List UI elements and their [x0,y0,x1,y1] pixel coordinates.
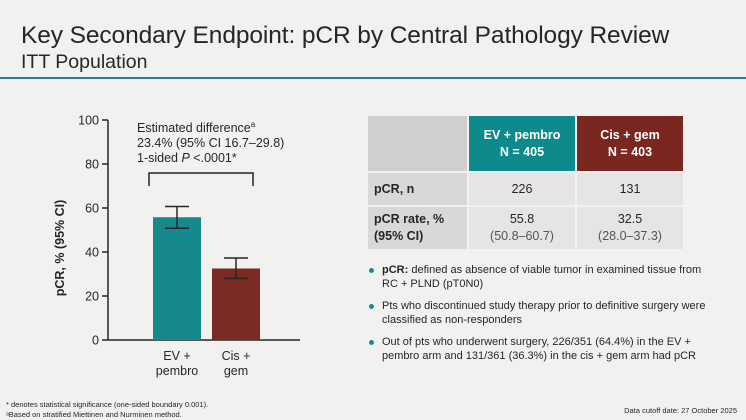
row-label-pcr-rate: pCR rate, % (95% CI) [366,205,469,251]
list-item: Out of pts who underwent surgery, 226/35… [367,335,707,363]
y-axis-label: pCR, % (95% CI) [53,200,67,297]
bar-0 [153,217,201,340]
bar-1 [212,268,260,340]
note-3-text: Out of pts who underwent surgery, 226/35… [382,336,696,362]
ev-rate-ci: (50.8–60.7) [490,229,554,243]
annotation-line-3: 1-sided P <.0001* [137,151,237,165]
note-1-bold: pCR: [382,264,409,276]
cis-rate-ci: (28.0–37.3) [598,229,662,243]
header-ev-n: N = 405 [499,144,545,159]
annotation-line-2: 23.4% (95% CI 16.7–29.8) [137,136,284,150]
cell-cis-pcr-rate: 32.5 (28.0–37.3) [575,205,685,251]
table-header-cis-gem: Cis + gem N = 403 [575,114,685,173]
x-label-0-line1: EV + [163,349,190,363]
comparison-bracket [148,172,254,186]
header-cis-name: Cis + gem [600,127,660,142]
bullet-dot-icon [369,267,374,273]
list-item: Pts who discontinued study therapy prior… [367,299,707,327]
y-tick-label-80: 80 [85,158,99,172]
footnote-method: ᵃBased on stratified Miettinen and Nurmi… [6,410,182,419]
annotation-line-1: Estimated differencea [137,120,256,135]
table-header-ev-pembro: EV + pembro N = 405 [467,114,577,173]
table-corner-cell [366,114,469,173]
header-cis-n: N = 403 [607,144,653,159]
pcr-bar-chart: 0 20 40 60 80 100 EV +pembro Cis +gem Estimate… [53,114,300,378]
cell-cis-pcr-n: 131 [575,171,685,207]
row-label-pcr-n: pCR, n [366,171,469,207]
cis-rate-value: 32.5 [617,212,643,226]
bullet-dot-icon [369,339,374,345]
x-label-1-line1: Cis + [222,349,251,363]
list-item: pCR: defined as absence of viable tumor … [367,263,707,291]
pcr-results-table: EV + pembro N = 405 Cis + gem N = 403 pC… [366,114,685,251]
notes-list: pCR: defined as absence of viable tumor … [367,263,707,371]
y-tick-label-40: 40 [85,246,99,260]
bullet-dot-icon [369,303,374,309]
footnote-significance: * denotes statistical significance (one-… [6,400,209,409]
x-label-0-line2: pembro [156,364,198,378]
slide-title: Key Secondary Endpoint: pCR by Central P… [21,22,670,49]
y-tick-label-20: 20 [85,290,99,304]
table-row: pCR, n 226 131 [366,171,685,207]
cell-ev-pcr-rate: 55.8 (50.8–60.7) [467,205,577,251]
note-2-text: Pts who discontinued study therapy prior… [382,300,706,326]
ev-rate-value: 55.8 [509,212,535,226]
header-ev-name: EV + pembro [483,127,561,142]
data-cutoff-date: Data cutoff date: 27 October 2025 [624,406,737,415]
title-divider [0,77,746,79]
row-label-pcr-rate-l2: (95% CI) [374,229,424,243]
note-1-text: defined as absence of viable tumor in ex… [382,264,702,290]
row-label-pcr-rate-l1: pCR rate, % [374,212,445,226]
x-label-1-line2: gem [224,364,248,378]
y-tick-label-60: 60 [85,202,99,216]
y-tick-label-100: 100 [78,114,99,128]
slide-subtitle: ITT Population [21,51,148,73]
table-row: pCR rate, % (95% CI) 55.8 (50.8–60.7) 32… [366,205,685,251]
y-tick-label-0: 0 [92,334,99,348]
cell-ev-pcr-n: 226 [467,171,577,207]
